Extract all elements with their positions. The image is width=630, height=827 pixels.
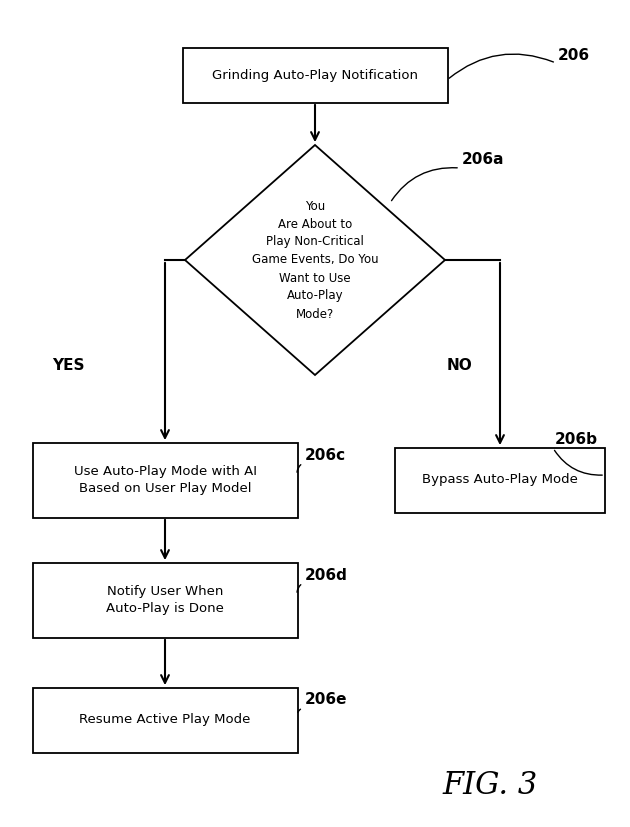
Text: Use Auto-Play Mode with AI
Based on User Play Model: Use Auto-Play Mode with AI Based on User… (74, 465, 256, 495)
Text: NO: NO (447, 357, 473, 372)
Polygon shape (185, 145, 445, 375)
FancyBboxPatch shape (33, 687, 297, 753)
Text: 206c: 206c (305, 447, 346, 462)
Text: FIG. 3: FIG. 3 (442, 769, 537, 801)
Text: Grinding Auto-Play Notification: Grinding Auto-Play Notification (212, 69, 418, 82)
Text: 206b: 206b (555, 433, 598, 447)
FancyBboxPatch shape (33, 442, 297, 518)
FancyBboxPatch shape (33, 562, 297, 638)
Text: Bypass Auto-Play Mode: Bypass Auto-Play Mode (422, 474, 578, 486)
Text: 206a: 206a (462, 152, 505, 168)
Text: Notify User When
Auto-Play is Done: Notify User When Auto-Play is Done (106, 585, 224, 615)
Text: Resume Active Play Mode: Resume Active Play Mode (79, 714, 251, 726)
Text: You
Are About to
Play Non-Critical
Game Events, Do You
Want to Use
Auto-Play
Mod: You Are About to Play Non-Critical Game … (252, 199, 378, 321)
Text: 206d: 206d (305, 567, 348, 582)
FancyBboxPatch shape (183, 47, 447, 103)
Text: 206e: 206e (305, 692, 348, 708)
FancyBboxPatch shape (395, 447, 605, 513)
Text: YES: YES (52, 357, 84, 372)
Text: 206: 206 (558, 47, 590, 63)
